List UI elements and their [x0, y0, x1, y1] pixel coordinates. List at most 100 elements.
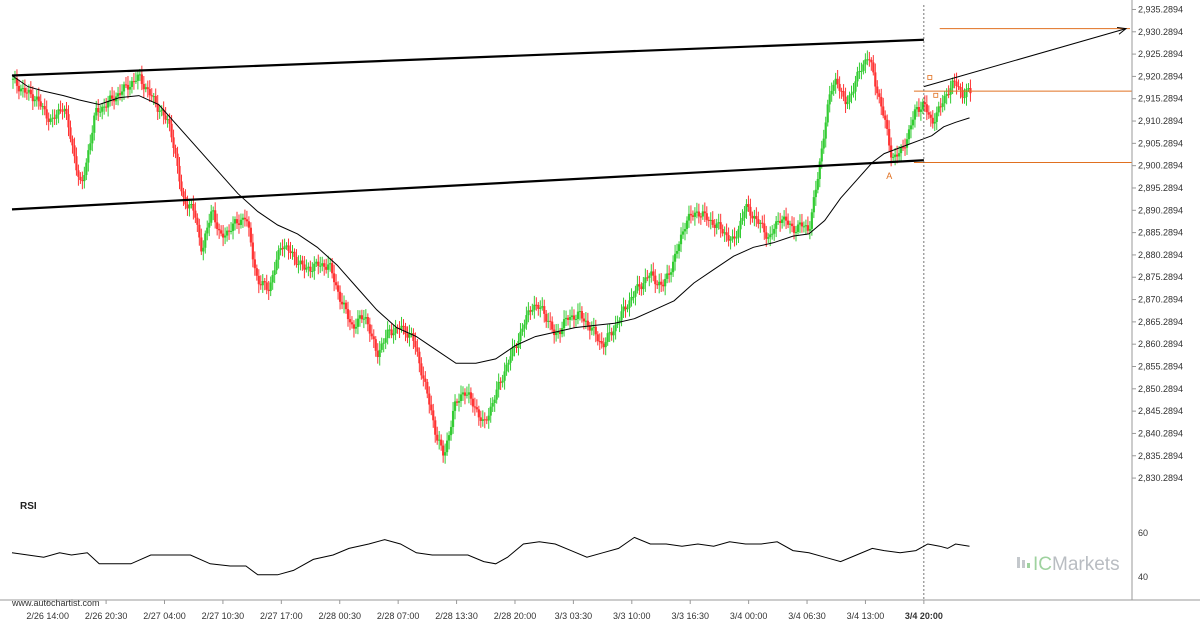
candle-body: [899, 147, 903, 154]
candle-body: [818, 161, 821, 179]
candle-body: [465, 394, 469, 396]
candle-body: [434, 420, 437, 435]
candle-body: [562, 319, 566, 329]
candle-body: [685, 220, 689, 230]
candle-body: [578, 311, 582, 313]
candle-body: [600, 341, 603, 344]
candle-body: [687, 213, 691, 221]
rsi-label: RSI: [20, 501, 37, 512]
candle-body: [247, 221, 250, 228]
candle-body: [523, 324, 526, 329]
candle-body: [495, 389, 498, 400]
candle-body: [21, 88, 25, 90]
candle-body: [751, 215, 754, 219]
candle-body: [87, 150, 90, 163]
candle-body: [333, 273, 336, 283]
candle-body: [614, 324, 617, 332]
candle-body: [945, 94, 948, 96]
candle-body: [644, 277, 647, 284]
candle-body: [525, 315, 528, 325]
candle-body: [840, 90, 843, 92]
candle-body: [463, 392, 467, 396]
candle-body: [471, 398, 474, 407]
candle-body: [586, 320, 589, 326]
candle-body: [368, 324, 371, 334]
candle-body: [729, 239, 732, 241]
candle-body: [41, 106, 44, 108]
candle-body: [97, 108, 100, 113]
candle-body: [640, 286, 643, 290]
candle-body: [705, 213, 708, 220]
rsi-tick-label: 40: [1138, 572, 1148, 582]
candle-body: [543, 306, 546, 314]
logo-bar-1: [1017, 557, 1020, 568]
candle-body: [79, 176, 82, 181]
candle-body: [210, 211, 213, 223]
candle-body: [410, 333, 413, 335]
candle-body: [13, 78, 17, 80]
candle-body: [628, 300, 631, 308]
candle-body: [267, 289, 270, 292]
candle-body: [75, 156, 78, 171]
candle-body: [307, 266, 310, 268]
y-tick-label: 2,845.2894: [1138, 406, 1183, 416]
candle-body: [721, 229, 724, 234]
candle-body: [501, 380, 504, 383]
candle-body: [580, 311, 584, 319]
candle-body: [59, 109, 62, 111]
y-tick-label: 2,850.2894: [1138, 384, 1183, 394]
candle-body: [604, 341, 607, 348]
x-tick-label: 3/3 10:00: [613, 611, 651, 621]
candle-body: [735, 237, 738, 239]
y-tick-label: 2,890.2894: [1138, 205, 1183, 215]
candle-body: [418, 351, 421, 364]
candle-body: [402, 325, 405, 327]
candle-body: [963, 97, 966, 99]
candle-body: [794, 231, 798, 233]
candle-body: [216, 222, 219, 229]
candle-body: [681, 231, 685, 235]
candle-body: [235, 219, 239, 224]
candle-body: [229, 230, 233, 232]
candle-body: [61, 110, 64, 112]
candle-body: [120, 91, 124, 95]
candle-body: [134, 80, 137, 82]
candle-body: [531, 309, 534, 312]
y-tick-label: 2,930.2894: [1138, 27, 1183, 37]
candle-body: [265, 282, 268, 290]
candle-body: [537, 304, 540, 309]
candle-body: [65, 108, 68, 115]
candle-body: [642, 283, 645, 290]
candle-body: [485, 419, 488, 421]
candle-body: [551, 321, 554, 330]
rsi-line: [11, 536, 970, 576]
candle-body: [15, 78, 19, 86]
candle-body: [257, 275, 260, 285]
candle-body: [95, 108, 98, 116]
candle-body: [596, 334, 599, 342]
candle-body: [761, 222, 764, 224]
candle-body: [602, 343, 605, 348]
candle-body: [67, 114, 70, 128]
candle-body: [725, 232, 728, 236]
candle-body: [158, 110, 161, 112]
candle-body: [630, 297, 633, 301]
candle-body: [781, 219, 784, 223]
candle-body: [499, 381, 502, 383]
candle-body: [656, 284, 659, 286]
candle-body: [576, 311, 580, 319]
candle-body: [535, 304, 538, 306]
candle-body: [192, 203, 195, 211]
candle-body: [188, 204, 191, 209]
candle-body: [541, 306, 544, 308]
candle-body: [800, 222, 804, 227]
candle-body: [895, 154, 899, 157]
candle-body: [828, 94, 831, 105]
candle-body: [323, 263, 326, 267]
candle-body: [43, 106, 46, 110]
candle-body: [174, 147, 177, 154]
rsi-tick-label: 60: [1138, 528, 1148, 538]
candle-body: [444, 452, 447, 456]
candle-body: [608, 332, 611, 334]
candle-body: [190, 203, 193, 205]
